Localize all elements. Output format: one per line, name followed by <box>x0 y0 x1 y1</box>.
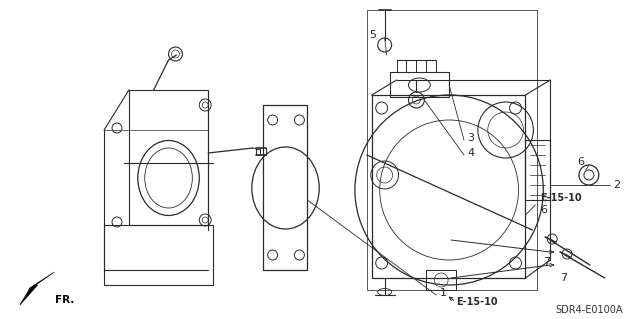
Text: E-15-10: E-15-10 <box>456 297 498 307</box>
Polygon shape <box>20 272 54 305</box>
Text: SDR4-E0100A: SDR4-E0100A <box>555 305 623 315</box>
Text: 6: 6 <box>577 157 584 167</box>
Text: 1: 1 <box>440 288 447 298</box>
Text: 7: 7 <box>543 257 550 267</box>
Text: FR.: FR. <box>54 295 74 305</box>
Bar <box>390 72 449 97</box>
Text: 7: 7 <box>560 273 567 283</box>
Text: E-15-10: E-15-10 <box>540 193 582 203</box>
Text: 4: 4 <box>467 148 474 158</box>
Text: 5: 5 <box>369 30 376 40</box>
Bar <box>426 270 456 290</box>
Bar <box>525 140 550 200</box>
Bar <box>367 10 538 290</box>
Text: 6: 6 <box>540 205 547 215</box>
Text: 3: 3 <box>467 133 474 143</box>
Text: 2: 2 <box>612 180 620 190</box>
